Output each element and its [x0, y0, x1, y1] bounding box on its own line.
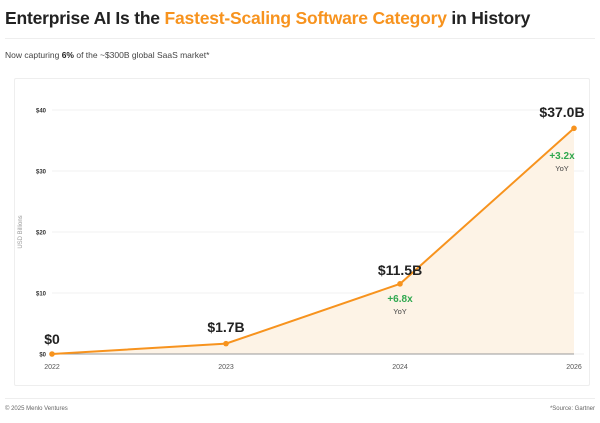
data-label: $1.7B [207, 319, 244, 335]
chart-frame [14, 78, 590, 386]
growth-sublabel: YoY [393, 307, 407, 316]
y-tick-label: $40 [36, 109, 47, 115]
data-point [397, 281, 403, 287]
divider [5, 38, 595, 39]
source-note: *Source: Gartner [549, 406, 595, 412]
series-line [51, 127, 575, 355]
subtitle-text: Now capturing [5, 50, 62, 60]
growth-label: +3.2x [549, 151, 575, 162]
y-tick-label: $10 [36, 292, 47, 298]
subtitle: Now capturing 6% of the ~$300B global Sa… [5, 50, 209, 60]
growth-label: +6.8x [387, 294, 413, 305]
y-tick-label: $20 [36, 231, 47, 237]
title-highlight: Fastest-Scaling Software Category [164, 8, 447, 28]
title-text: Enterprise AI Is the [5, 8, 165, 28]
x-tick-label: 2022 [44, 364, 60, 371]
title-text-end: in History [446, 8, 531, 28]
data-label: $0 [44, 331, 60, 347]
data-label: $37.0B [539, 104, 584, 120]
data-point [223, 340, 229, 347]
data-point [571, 125, 577, 132]
copyright: © 2025 Menlo Ventures [5, 406, 68, 412]
x-tick-label: 2023 [218, 364, 234, 371]
data-point [49, 351, 55, 357]
y-tick-label: $0 [39, 353, 46, 359]
growth-sublabel: YoY [555, 164, 569, 173]
x-tick-label: 2026 [566, 364, 582, 371]
area-fill [52, 128, 574, 354]
y-axis-label: USD Billions [18, 215, 24, 248]
y-tick-label: $30 [36, 170, 47, 176]
subtitle-text-end: of the ~$300B global SaaS market* [74, 50, 210, 60]
footer-divider [5, 398, 595, 399]
page-title: Enterprise AI Is the Fastest-Scaling Sof… [5, 8, 530, 29]
x-tick-label: 2024 [392, 364, 408, 371]
data-label: $11.5B [378, 262, 422, 278]
subtitle-bold: 6% [61, 50, 74, 60]
